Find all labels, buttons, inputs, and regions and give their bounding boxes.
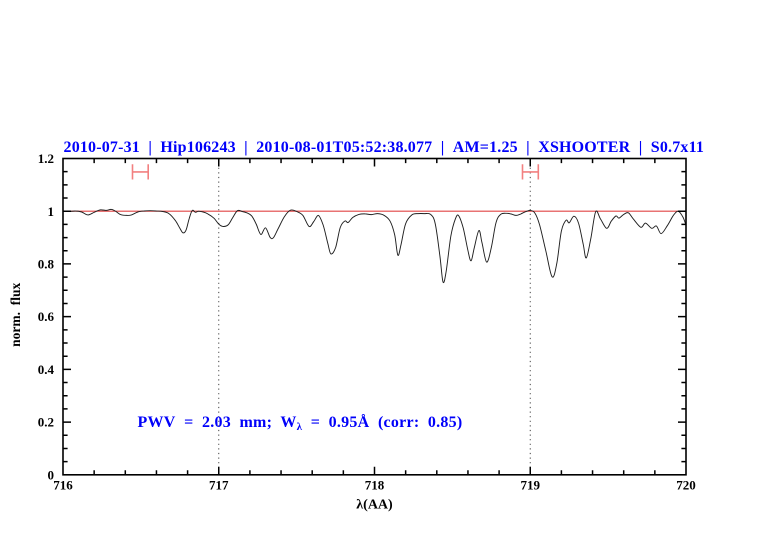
svg-text:0.8: 0.8 — [38, 257, 55, 272]
svg-text:1.2: 1.2 — [38, 151, 54, 166]
svg-text:716: 716 — [53, 478, 73, 493]
svg-text:2010-07-31 | Hip106243 | 2: 2010-07-31 | Hip106243 | 2010-08-01T05:5… — [64, 139, 705, 156]
svg-text:1: 1 — [48, 204, 55, 219]
svg-text:norm. flux: norm. flux — [8, 282, 23, 346]
svg-text:0: 0 — [48, 467, 55, 482]
svg-text:0.2: 0.2 — [38, 415, 54, 430]
svg-text:0.4: 0.4 — [38, 362, 55, 377]
svg-text:λ(AA): λ(AA) — [356, 498, 393, 513]
svg-text:0.6: 0.6 — [38, 309, 55, 324]
svg-text:720: 720 — [676, 478, 696, 493]
svg-text:718: 718 — [365, 478, 385, 493]
svg-text:PWV = 2.03 mm; Wλ = 0.95: PWV = 2.03 mm; Wλ = 0.95Å (corr: 0.85) — [138, 413, 463, 433]
svg-text:717: 717 — [209, 478, 229, 493]
svg-text:719: 719 — [520, 478, 540, 493]
